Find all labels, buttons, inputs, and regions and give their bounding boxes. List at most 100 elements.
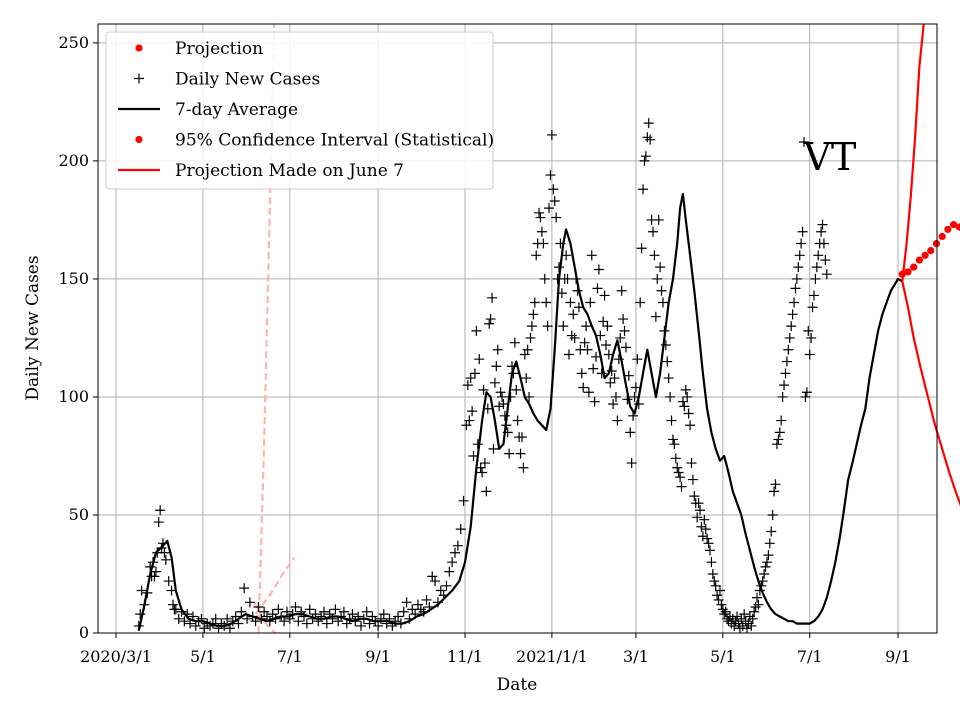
projection-point <box>921 251 929 259</box>
daily-case-marker <box>153 517 164 528</box>
daily-case-marker <box>549 196 560 207</box>
series-line <box>901 23 925 282</box>
tick-layer: 2020/3/1 5/1 7/1 9/1 11/1 2021/1/1 3/1 5/1 7/1 9/… <box>58 33 910 666</box>
series-line <box>137 192 903 631</box>
daily-case-marker <box>608 399 619 410</box>
daily-case-marker <box>657 297 668 308</box>
daily-case-marker <box>791 273 802 284</box>
daily-case-marker <box>495 387 506 398</box>
daily-case-marker <box>239 583 250 594</box>
daily-case-marker <box>744 611 755 622</box>
daily-case-marker <box>521 373 532 384</box>
daily-case-marker <box>461 420 472 431</box>
daily-case-marker <box>695 505 706 516</box>
daily-case-marker <box>494 401 505 412</box>
daily-case-marker <box>704 545 715 556</box>
daily-case-marker <box>776 415 787 426</box>
daily-case-marker <box>618 314 629 325</box>
daily-case-marker <box>760 561 771 572</box>
daily-case-marker <box>676 481 687 492</box>
daily-case-marker <box>729 620 740 631</box>
daily-case-marker <box>452 540 463 551</box>
daily-case-marker <box>713 594 724 605</box>
daily-case-marker <box>797 226 808 237</box>
daily-case-marker <box>813 250 824 261</box>
daily-case-marker <box>462 380 473 391</box>
x-tick-label: 11/1 <box>447 647 483 666</box>
daily-case-marker <box>233 618 244 629</box>
daily-case-marker <box>492 344 503 355</box>
daily-case-marker <box>330 604 341 615</box>
daily-case-marker <box>421 594 432 605</box>
projection-point <box>915 256 923 264</box>
daily-case-marker <box>427 571 438 582</box>
daily-case-marker <box>512 415 523 426</box>
daily-case-marker <box>820 255 831 266</box>
daily-case-marker <box>488 443 499 454</box>
daily-case-marker <box>716 599 727 610</box>
daily-case-marker <box>596 368 607 379</box>
daily-case-marker <box>670 453 681 464</box>
projection-point <box>949 221 958 229</box>
legend-label: Projection Made on June 7 <box>175 161 404 181</box>
daily-case-marker <box>173 613 184 624</box>
daily-case-marker <box>615 332 626 343</box>
daily-case-marker <box>179 616 190 627</box>
daily-case-marker <box>787 309 798 320</box>
daily-case-marker <box>441 580 452 591</box>
daily-case-marker <box>244 597 255 608</box>
daily-case-marker <box>777 391 788 402</box>
legend: Projection Daily New Cases 7-day Average 95… <box>105 31 494 190</box>
daily-case-marker <box>649 250 660 261</box>
daily-case-marker <box>447 557 458 568</box>
daily-case-marker <box>458 495 469 506</box>
daily-case-marker <box>149 571 160 582</box>
daily-case-marker <box>632 354 643 365</box>
daily-cases-layer <box>133 118 832 634</box>
daily-case-marker <box>199 623 210 634</box>
daily-case-marker <box>170 604 181 615</box>
daily-case-marker <box>477 467 488 478</box>
daily-case-marker <box>511 384 522 395</box>
x-tick-label: 2020/3/1 <box>80 647 152 666</box>
y-tick-label: 50 <box>69 505 89 524</box>
daily-case-marker <box>610 391 621 402</box>
daily-case-marker <box>692 512 703 523</box>
daily-case-marker <box>784 332 795 343</box>
daily-case-marker <box>478 384 489 395</box>
daily-case-marker <box>686 458 697 469</box>
daily-case-marker <box>749 606 760 617</box>
daily-case-marker <box>672 462 683 473</box>
daily-case-marker <box>522 344 533 355</box>
daily-case-marker <box>531 250 542 261</box>
daily-case-marker <box>759 568 770 579</box>
daily-case-marker <box>655 262 666 273</box>
daily-case-marker <box>816 226 827 237</box>
daily-case-marker <box>648 226 659 237</box>
projection-point <box>938 232 946 241</box>
daily-case-marker <box>467 406 478 417</box>
daily-case-marker <box>623 370 634 381</box>
daily-case-marker <box>656 285 667 296</box>
daily-case-marker <box>378 609 389 620</box>
daily-case-marker <box>528 309 539 320</box>
daily-case-marker <box>469 368 480 379</box>
daily-case-marker <box>545 170 556 181</box>
daily-case-marker <box>599 290 610 301</box>
projection-point <box>955 223 960 231</box>
daily-case-marker <box>817 219 828 230</box>
daily-case-marker <box>679 401 690 412</box>
daily-case-marker <box>601 340 612 351</box>
daily-case-marker <box>529 297 540 308</box>
daily-case-marker <box>566 330 577 341</box>
daily-case-marker <box>767 509 778 520</box>
daily-case-marker <box>712 590 723 601</box>
daily-case-marker <box>586 250 597 261</box>
daily-case-marker <box>504 448 515 459</box>
daily-case-marker <box>609 373 620 384</box>
y-tick-label: 100 <box>58 387 89 406</box>
daily-case-marker <box>810 273 821 284</box>
daily-case-marker <box>474 354 485 365</box>
legend-items: Projection Daily New Cases 7-day Average 95… <box>118 39 494 181</box>
daily-case-marker <box>281 606 292 617</box>
